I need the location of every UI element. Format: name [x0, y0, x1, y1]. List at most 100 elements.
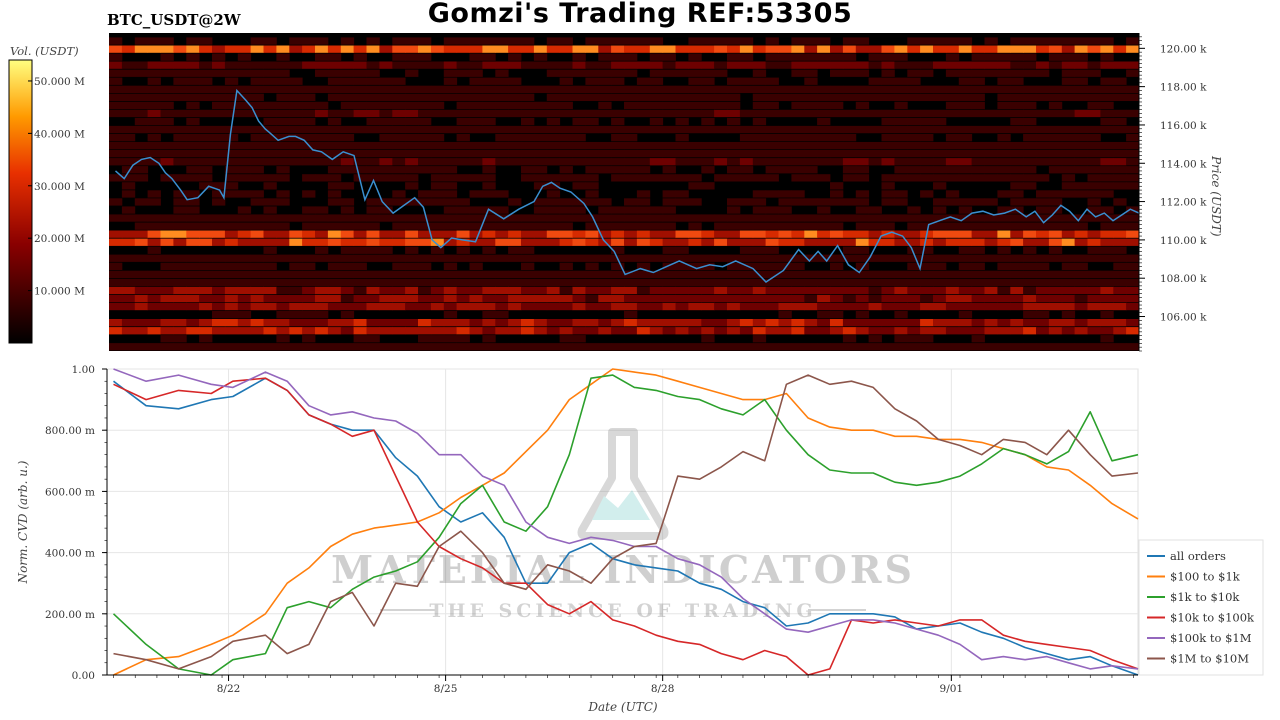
heatmap-cell	[971, 230, 985, 238]
heatmap-cell	[559, 166, 573, 174]
heatmap-cell	[521, 125, 535, 134]
heatmap-cell	[1061, 77, 1076, 85]
heatmap-cell	[546, 230, 561, 238]
heatmap-cell	[1126, 319, 1140, 327]
heatmap-cell	[199, 262, 213, 270]
heatmap-cell	[109, 77, 123, 85]
heatmap-cell	[907, 85, 921, 93]
heatmap-cell	[160, 238, 174, 246]
heatmap-cell	[186, 238, 200, 246]
heatmap-cell	[894, 166, 908, 174]
heatmap-cell	[778, 230, 792, 238]
heatmap-cell	[250, 134, 264, 142]
heatmap-cell	[662, 61, 676, 69]
heatmap-cell	[379, 198, 393, 206]
heatmap-cell	[237, 93, 252, 101]
heatmap-cell	[1036, 343, 1050, 351]
heatmap-cell	[353, 262, 367, 270]
heatmap-cell	[817, 85, 831, 93]
heatmap-cell	[1061, 109, 1076, 118]
heatmap-cell	[315, 134, 329, 142]
heatmap-cell	[173, 206, 187, 214]
heatmap-cell	[675, 302, 689, 311]
heatmap-cell	[817, 270, 831, 278]
heatmap-cell	[1036, 319, 1050, 327]
heatmap-cell	[585, 198, 599, 206]
heatmap-cell	[456, 319, 470, 327]
heatmap-cell	[752, 246, 767, 254]
heatmap-cell	[546, 134, 561, 142]
heatmap-cell	[276, 125, 290, 134]
heatmap-cell	[366, 93, 380, 101]
heatmap-cell	[366, 158, 380, 166]
heatmap-cell	[173, 158, 187, 166]
heatmap-cell	[920, 166, 934, 174]
heatmap-cell	[1100, 166, 1114, 174]
heatmap-cell	[134, 278, 149, 287]
heatmap-cell	[315, 150, 329, 158]
heatmap-cell	[379, 134, 393, 142]
heatmap-cell	[430, 134, 445, 142]
heatmap-cell	[1048, 142, 1063, 150]
heatmap-cell	[508, 85, 522, 93]
heatmap-cell	[559, 158, 573, 166]
heatmap-cell	[1048, 190, 1063, 198]
heatmap-cell	[109, 278, 123, 287]
heatmap-cell	[598, 230, 612, 238]
heatmap-cell	[469, 278, 483, 287]
heatmap-cell	[1126, 61, 1140, 69]
heatmap-cell	[868, 327, 882, 335]
heatmap-cell	[855, 158, 870, 166]
heatmap-cell	[173, 262, 187, 270]
heatmap-cell	[727, 262, 741, 270]
heatmap-cell	[636, 174, 651, 182]
heatmap-cell	[791, 222, 805, 230]
cvd-background	[106, 368, 1139, 676]
price-tick-label: 120.00 k	[1160, 43, 1207, 55]
heatmap-cell	[791, 53, 805, 61]
heatmap-cell	[920, 37, 934, 45]
heatmap-cell	[662, 45, 676, 53]
heatmap-cell	[366, 37, 380, 45]
heatmap-cell	[482, 343, 496, 351]
heatmap-cell	[572, 214, 586, 222]
heatmap-cell	[1100, 311, 1114, 319]
heatmap-cell	[727, 77, 741, 85]
heatmap-cell	[443, 158, 458, 166]
heatmap-cell	[469, 117, 483, 126]
heatmap-cell	[1087, 254, 1101, 262]
heatmap-cell	[1036, 61, 1050, 69]
heatmap-cell	[469, 101, 483, 110]
heatmap-cell	[340, 230, 355, 238]
heatmap-cell	[842, 327, 857, 335]
heatmap-cell	[199, 134, 213, 142]
heatmap-cell	[121, 150, 136, 158]
heatmap-cell	[765, 53, 779, 61]
heatmap-cell	[1036, 174, 1050, 182]
heatmap-cell	[907, 150, 921, 158]
heatmap-cell	[418, 302, 432, 311]
heatmap-cell	[327, 53, 342, 61]
heatmap-cell	[1100, 302, 1114, 311]
heatmap-cell	[327, 150, 342, 158]
heatmap-cell	[1126, 327, 1140, 335]
heatmap-cell	[739, 246, 754, 254]
heatmap-cell	[533, 45, 548, 53]
heatmap-cell	[1126, 45, 1140, 53]
heatmap-cell	[482, 117, 496, 126]
heatmap-cell	[469, 142, 483, 150]
heatmap-cell	[109, 262, 123, 270]
heatmap-cell	[971, 125, 985, 134]
heatmap-cell	[186, 117, 200, 126]
heatmap-cell	[212, 109, 226, 118]
heatmap-cell	[830, 262, 844, 270]
heatmap-cell	[855, 198, 870, 206]
heatmap-cell	[1036, 222, 1050, 230]
colorbar-tick-label: 30.000 M	[34, 181, 85, 193]
heatmap-cell	[830, 311, 844, 319]
heatmap-cell	[662, 286, 676, 295]
heatmap-cell	[1023, 142, 1037, 150]
heatmap-cell	[804, 125, 818, 134]
heatmap-cell	[1048, 166, 1063, 174]
heatmap-cell	[302, 214, 316, 222]
